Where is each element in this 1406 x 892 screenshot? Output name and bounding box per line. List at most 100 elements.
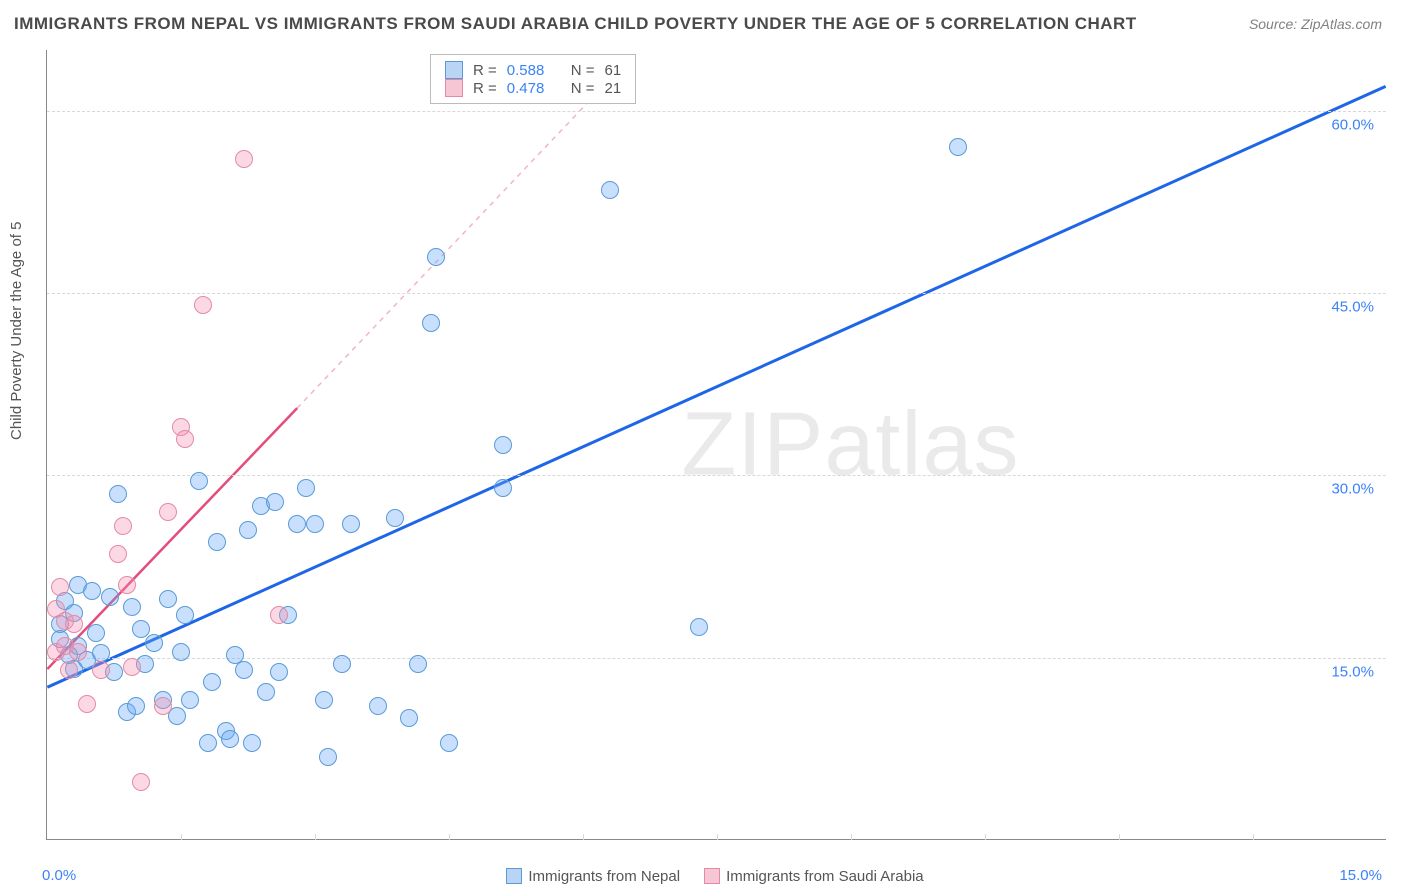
x-axis-max-label: 15.0% xyxy=(1339,867,1382,884)
y-tick-label: 45.0% xyxy=(1331,299,1374,316)
n-value: 61 xyxy=(605,62,622,79)
scatter-point xyxy=(949,138,967,156)
x-tick xyxy=(449,834,450,840)
legend-swatch xyxy=(445,61,463,79)
scatter-point xyxy=(159,590,177,608)
scatter-point xyxy=(319,748,337,766)
scatter-point xyxy=(270,606,288,624)
scatter-point xyxy=(257,683,275,701)
scatter-point xyxy=(270,663,288,681)
n-label: N = xyxy=(571,62,595,79)
scatter-point xyxy=(87,624,105,642)
scatter-point xyxy=(297,479,315,497)
scatter-point xyxy=(123,598,141,616)
scatter-point xyxy=(51,578,69,596)
scatter-point xyxy=(114,517,132,535)
scatter-point xyxy=(78,695,96,713)
scatter-point xyxy=(369,697,387,715)
watermark: ZIPatlas xyxy=(681,393,1019,496)
scatter-point xyxy=(315,691,333,709)
scatter-point xyxy=(176,606,194,624)
scatter-point xyxy=(159,503,177,521)
scatter-point xyxy=(243,734,261,752)
scatter-point xyxy=(194,296,212,314)
gridline-h xyxy=(47,111,1386,112)
n-label: N = xyxy=(571,80,595,97)
legend-label: Immigrants from Nepal xyxy=(528,868,680,885)
scatter-point xyxy=(690,618,708,636)
scatter-point xyxy=(427,248,445,266)
chart-title: IMMIGRANTS FROM NEPAL VS IMMIGRANTS FROM… xyxy=(14,14,1137,34)
scatter-point xyxy=(494,436,512,454)
scatter-point xyxy=(400,709,418,727)
x-tick xyxy=(1119,834,1120,840)
y-tick-label: 15.0% xyxy=(1331,663,1374,680)
scatter-point xyxy=(101,588,119,606)
x-tick xyxy=(315,834,316,840)
scatter-point xyxy=(181,691,199,709)
scatter-point xyxy=(494,479,512,497)
r-label: R = xyxy=(473,80,497,97)
scatter-point xyxy=(342,515,360,533)
r-label: R = xyxy=(473,62,497,79)
legend-swatch xyxy=(445,79,463,97)
scatter-point xyxy=(145,634,163,652)
scatter-point xyxy=(333,655,351,673)
scatter-point xyxy=(422,314,440,332)
x-tick xyxy=(181,834,182,840)
scatter-point xyxy=(266,493,284,511)
source-label: Source: ZipAtlas.com xyxy=(1249,16,1382,32)
scatter-point xyxy=(60,661,78,679)
x-tick xyxy=(851,834,852,840)
gridline-h xyxy=(47,293,1386,294)
x-axis-min-label: 0.0% xyxy=(42,867,76,884)
scatter-point xyxy=(190,472,208,490)
scatter-point xyxy=(386,509,404,527)
plot-area: ZIPatlas 15.0%30.0%45.0%60.0% xyxy=(46,50,1386,840)
scatter-point xyxy=(92,661,110,679)
scatter-point xyxy=(203,673,221,691)
x-tick xyxy=(985,834,986,840)
legend-swatch xyxy=(506,868,522,884)
x-tick xyxy=(583,834,584,840)
y-tick-label: 30.0% xyxy=(1331,481,1374,498)
stats-legend: R = 0.588 N = 61 R = 0.478 N = 21 xyxy=(430,54,636,104)
scatter-point xyxy=(132,620,150,638)
trend-lines-svg xyxy=(47,50,1386,839)
scatter-point xyxy=(221,730,239,748)
gridline-h xyxy=(47,658,1386,659)
scatter-point xyxy=(288,515,306,533)
scatter-point xyxy=(235,661,253,679)
stats-legend-row: R = 0.588 N = 61 xyxy=(445,61,621,79)
scatter-point xyxy=(132,773,150,791)
scatter-point xyxy=(109,545,127,563)
n-value: 21 xyxy=(605,80,622,97)
bottom-legend: Immigrants from Nepal Immigrants from Sau… xyxy=(0,868,1406,886)
stats-legend-row: R = 0.478 N = 21 xyxy=(445,79,621,97)
scatter-point xyxy=(208,533,226,551)
scatter-point xyxy=(123,658,141,676)
scatter-point xyxy=(440,734,458,752)
scatter-point xyxy=(409,655,427,673)
scatter-point xyxy=(235,150,253,168)
r-value: 0.588 xyxy=(507,62,555,79)
scatter-point xyxy=(239,521,257,539)
scatter-point xyxy=(109,485,127,503)
scatter-point xyxy=(118,576,136,594)
scatter-point xyxy=(154,697,172,715)
scatter-point xyxy=(199,734,217,752)
legend-label: Immigrants from Saudi Arabia xyxy=(726,868,924,885)
legend-swatch xyxy=(704,868,720,884)
scatter-point xyxy=(65,615,83,633)
scatter-point xyxy=(92,644,110,662)
scatter-point xyxy=(127,697,145,715)
scatter-point xyxy=(601,181,619,199)
y-axis-title: Child Poverty Under the Age of 5 xyxy=(8,222,25,440)
scatter-point xyxy=(172,643,190,661)
r-value: 0.478 xyxy=(507,80,555,97)
scatter-point xyxy=(83,582,101,600)
scatter-point xyxy=(306,515,324,533)
scatter-point xyxy=(176,430,194,448)
gridline-h xyxy=(47,475,1386,476)
x-tick xyxy=(717,834,718,840)
